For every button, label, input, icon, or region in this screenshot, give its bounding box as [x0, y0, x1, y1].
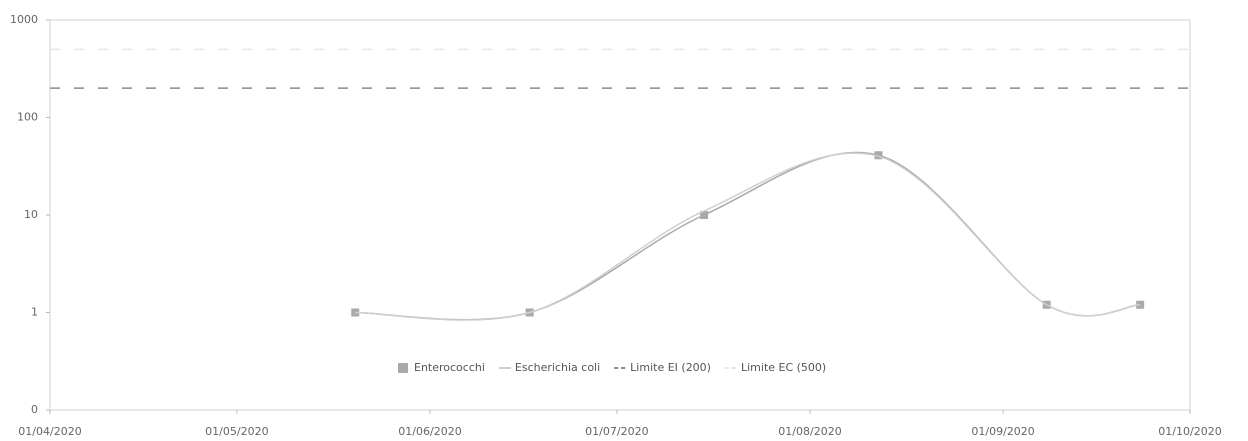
- x-tick-label: 01/10/2020: [1158, 425, 1221, 438]
- y-tick-label: 10: [24, 208, 38, 221]
- y-tick-label: 1000: [10, 13, 38, 26]
- y-tick-label: 1: [31, 306, 38, 319]
- series-line: [355, 152, 1141, 321]
- x-tick-label: 01/09/2020: [971, 425, 1034, 438]
- x-tick-label: 01/06/2020: [398, 425, 461, 438]
- legend-label: Enterococchi: [414, 361, 485, 374]
- legend-swatch: [398, 363, 408, 373]
- legend-label: Escherichia coli: [515, 361, 600, 374]
- x-tick-label: 01/04/2020: [18, 425, 81, 438]
- x-tick-label: 01/07/2020: [585, 425, 648, 438]
- x-tick-label: 01/05/2020: [205, 425, 268, 438]
- y-tick-label: 0: [31, 403, 38, 416]
- y-tick-label: 100: [17, 111, 38, 124]
- x-tick-label: 01/08/2020: [778, 425, 841, 438]
- plot-frame: [49, 19, 1191, 411]
- series-marker: [700, 211, 709, 219]
- legend-label: Limite EC (500): [741, 361, 826, 374]
- series-line: [355, 151, 1141, 321]
- legend-label: Limite EI (200): [630, 361, 711, 374]
- series-marker: [874, 151, 883, 160]
- legend: Enterococchi Escherichia coli Limite EI (2…: [398, 361, 826, 374]
